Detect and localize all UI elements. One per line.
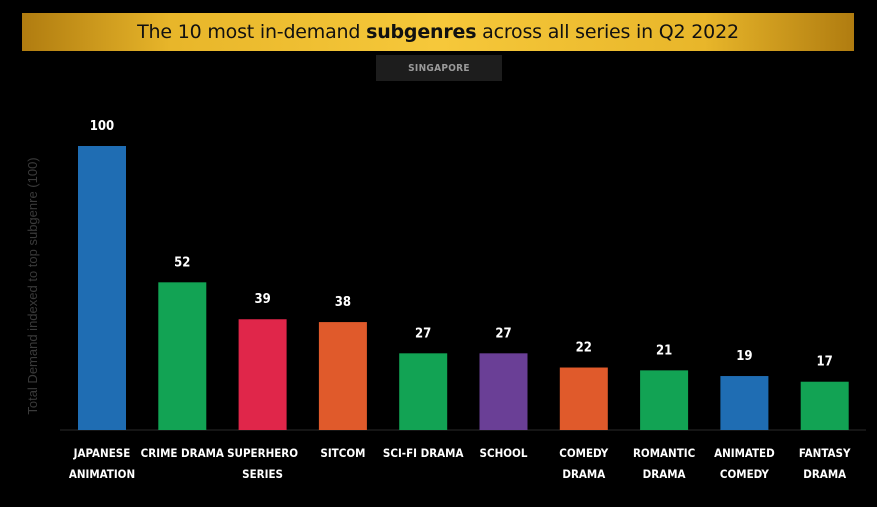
category-labels-group: JAPANESE ANIMATION CRIME DRAMA SUPERHERO SER… [69, 446, 851, 481]
bar-3 [318, 322, 367, 430]
bar-4 [399, 353, 448, 430]
category-label-8: ANIMATED COMEDY [714, 446, 775, 481]
value-label-6: 22 [576, 341, 592, 356]
bar-8 [720, 376, 769, 430]
category-label-6: COMEDY DRAMA [559, 446, 609, 481]
chart-title-bold: subgenres [366, 21, 477, 43]
value-label-9: 17 [817, 355, 833, 370]
bar-2 [238, 319, 287, 430]
chart-title-banner: The 10 most in-demand subgenres across a… [22, 13, 854, 51]
value-labels-group: 100 52 39 38 27 27 22 21 19 17 [90, 119, 833, 370]
bar-9 [800, 381, 849, 430]
value-label-2: 39 [254, 292, 270, 307]
category-label-5: SCHOOL [480, 446, 528, 460]
category-label-7: ROMANTIC DRAMA [633, 446, 695, 481]
value-label-1: 52 [174, 255, 190, 270]
bar-7 [640, 370, 689, 430]
bars-group [78, 146, 849, 430]
value-label-3: 38 [335, 295, 351, 310]
value-label-0: 100 [90, 119, 114, 134]
value-label-7: 21 [656, 343, 672, 358]
category-label-4: SCI-FI DRAMA [383, 446, 464, 460]
category-label-0: JAPANESE ANIMATION [69, 446, 135, 481]
chart-title-prefix: The 10 most in-demand [137, 21, 367, 43]
category-label-1: CRIME DRAMA [141, 446, 224, 460]
bar-1 [158, 282, 207, 430]
chart-title-suffix: across all series in Q2 2022 [476, 21, 739, 43]
bar-5 [479, 353, 528, 430]
value-label-4: 27 [415, 326, 431, 341]
value-label-8: 19 [736, 349, 752, 364]
bar-0 [78, 146, 126, 430]
category-label-2: SUPERHERO SERIES [227, 446, 298, 481]
value-label-5: 27 [495, 326, 511, 341]
category-label-9: FANTASY DRAMA [799, 446, 851, 481]
bar-6 [559, 367, 608, 430]
y-axis-label: Total Demand indexed to top subgenre (10… [25, 157, 40, 414]
category-label-3: SITCOM [320, 446, 365, 460]
region-badge: SINGAPORE [376, 55, 502, 81]
